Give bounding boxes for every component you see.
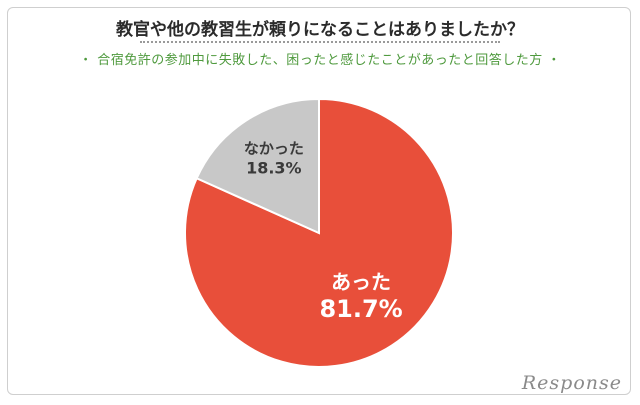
pie-slice-1 xyxy=(195,97,320,235)
title-divider xyxy=(140,41,500,43)
slice-label-1: なかった xyxy=(244,139,304,157)
slice-value-0: 81.7% xyxy=(319,295,402,323)
pie-slices xyxy=(184,97,454,368)
slice-label-0: あった xyxy=(331,270,391,294)
response-logo: Response xyxy=(521,372,622,394)
chart-title: 教官や他の教習生が頼りになることはありましたか？ xyxy=(116,20,524,40)
slice-value-1: 18.3% xyxy=(246,158,302,177)
chart-subtitle: ・ 合宿免許の参加中に失敗した、困ったと感じたことがあったと回答した方 ・ xyxy=(79,53,561,68)
